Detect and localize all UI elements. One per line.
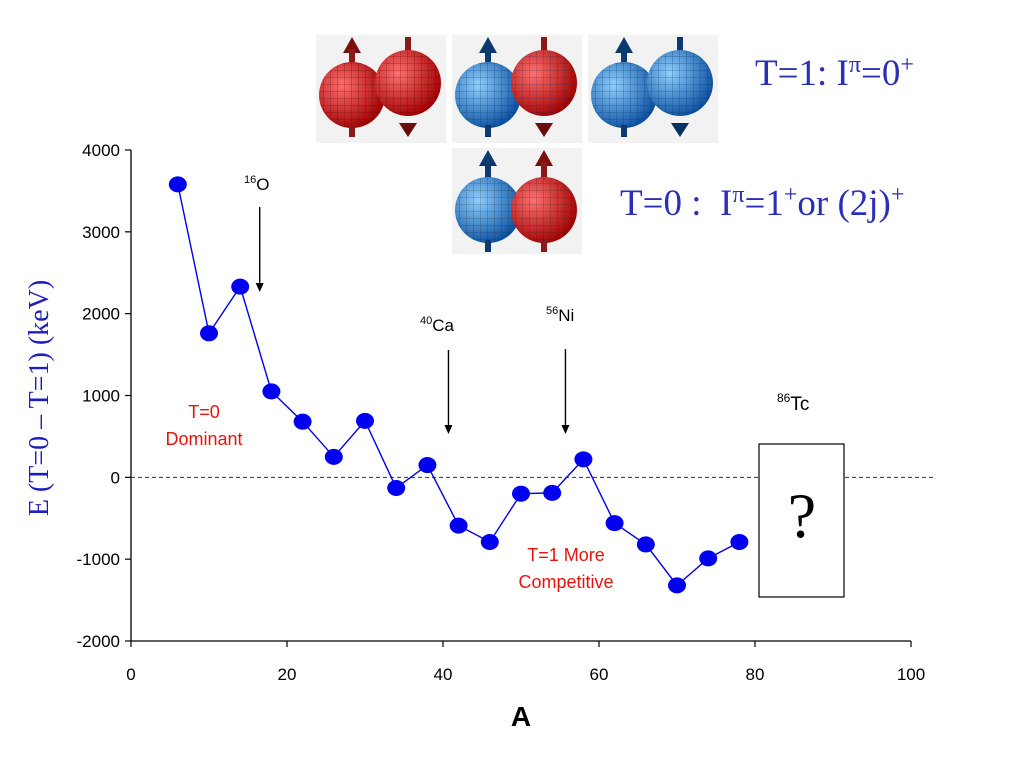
data-point: [699, 550, 718, 567]
t1-competitive-line2: Competitive: [518, 572, 613, 592]
arrow-head: [444, 425, 453, 434]
x-tick-label: 20: [278, 665, 297, 684]
neutron-neutron-pair-icon: [591, 37, 713, 137]
neutron-proton-pair-icon: [455, 37, 577, 137]
data-point: [449, 517, 468, 534]
legend-t0: T=0 : Iπ=1+or (2j)+: [620, 182, 904, 224]
series-points: [168, 176, 749, 594]
data-point: [605, 515, 624, 532]
y-tick-label: 4000: [82, 141, 120, 160]
arrow-head: [561, 425, 570, 434]
np-pair-image: [452, 35, 582, 143]
y-tick-label: 0: [111, 468, 120, 487]
data-point: [231, 278, 250, 295]
data-point: [387, 479, 406, 496]
question-mark: ?: [788, 480, 816, 551]
tick-group: -2000 -1000 0 1000 2000 3000 4000 0 20 40 60 80 100: [77, 141, 926, 684]
question-box: [758, 443, 845, 598]
t1-competitive-line1: T=1 More: [527, 545, 605, 565]
o16-label: 16O: [244, 174, 269, 194]
nucleus-arrows: [255, 207, 570, 434]
data-point: [293, 413, 312, 430]
ni56-label: 56Ni: [546, 305, 574, 325]
data-point: [730, 533, 749, 550]
data-point: [418, 457, 437, 474]
neutron-proton-aligned-pair-icon: [455, 150, 577, 252]
y-tick-label: -1000: [77, 550, 120, 569]
legend-t1: T=1: Iπ=0+: [755, 52, 914, 94]
arrow-head: [255, 283, 264, 292]
pp-pair-image: [316, 35, 446, 143]
np-aligned-pair-image: [452, 148, 582, 254]
y-tick-label: 1000: [82, 387, 120, 406]
data-point: [574, 451, 593, 468]
data-point: [324, 448, 343, 465]
x-axis-label: A: [511, 701, 531, 732]
data-point: [636, 536, 655, 553]
ca40-label: 40Ca: [420, 315, 455, 335]
y-axis-label: E (T=0 – T=1) (keV): [24, 280, 55, 516]
data-point: [668, 577, 686, 594]
data-point: [356, 412, 374, 429]
t0-dominant-line2: Dominant: [165, 429, 242, 449]
y-tick-label: 2000: [82, 305, 120, 324]
x-tick-label: 40: [434, 665, 453, 684]
nn-pair-image: [588, 35, 718, 143]
data-point: [512, 485, 530, 502]
data-point: [200, 325, 218, 342]
data-point: [168, 176, 187, 193]
x-tick-label: 80: [746, 665, 765, 684]
data-point: [262, 383, 281, 400]
y-tick-label: 3000: [82, 223, 120, 242]
data-point: [543, 484, 562, 501]
t0-dominant-line1: T=0: [188, 402, 220, 422]
proton-proton-pair-icon: [319, 37, 441, 137]
x-tick-label: 0: [126, 665, 135, 684]
x-tick-label: 60: [590, 665, 609, 684]
tc86-label: 86Tc: [777, 391, 809, 415]
data-point: [480, 533, 499, 550]
x-tick-label: 100: [897, 665, 925, 684]
y-tick-label: -2000: [77, 632, 120, 651]
